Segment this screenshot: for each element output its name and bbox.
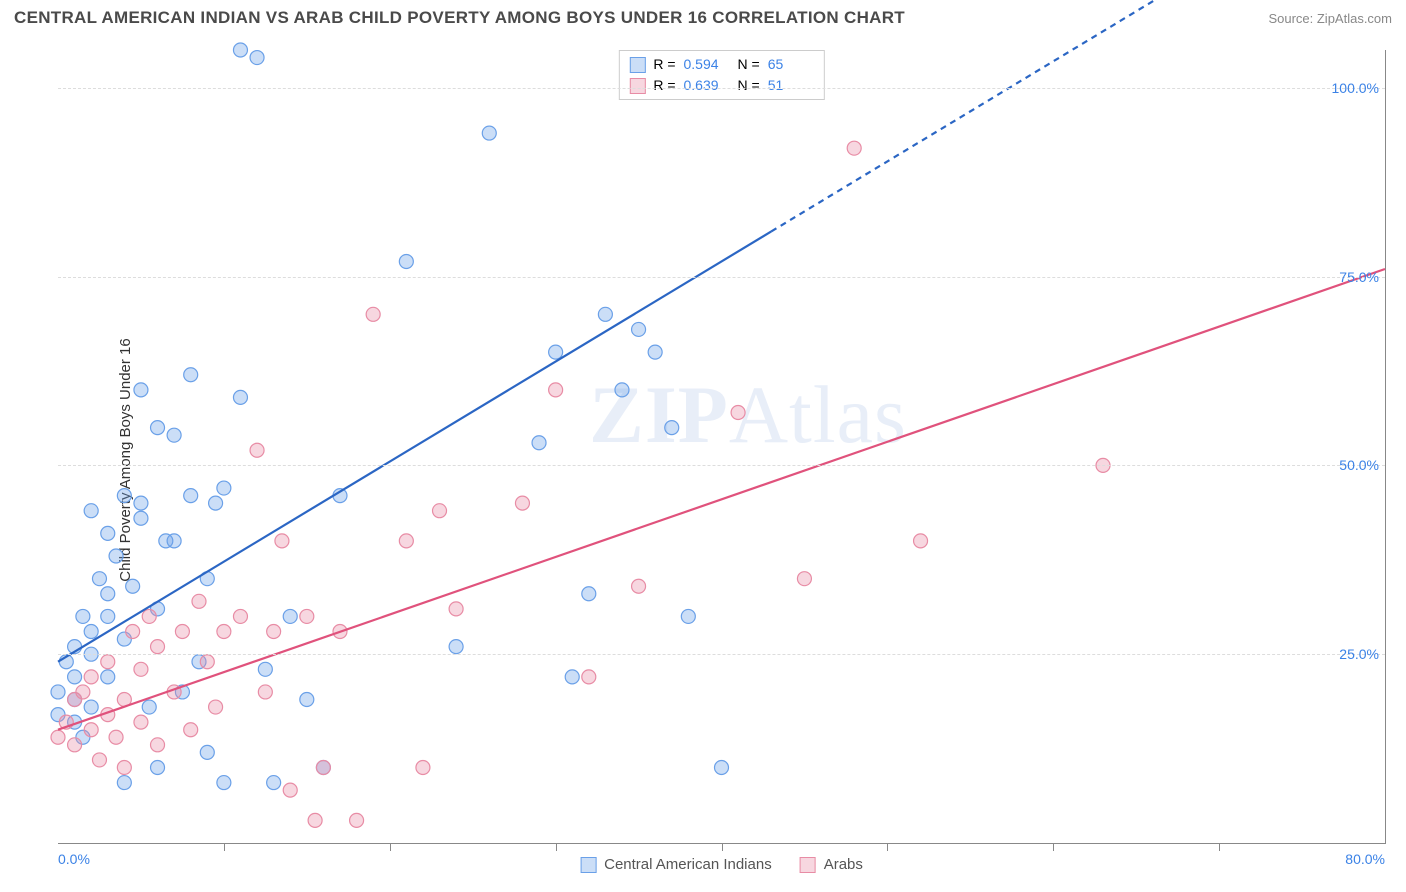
legend-swatch bbox=[629, 78, 645, 94]
gridline bbox=[58, 88, 1385, 89]
legend-swatch bbox=[800, 857, 816, 873]
y-tick-label: 75.0% bbox=[1339, 269, 1379, 285]
x-tick bbox=[722, 843, 723, 851]
plot-region: ZIPAtlas R =0.594N =65R =0.639N =51 0.0%… bbox=[58, 50, 1386, 844]
x-axis-max-label: 80.0% bbox=[1345, 851, 1385, 867]
trend-layer bbox=[58, 50, 1385, 843]
y-tick-label: 50.0% bbox=[1339, 457, 1379, 473]
stats-legend-box: R = 0.594 N = 65 R = 0.639 N = 51 bbox=[618, 50, 824, 100]
r-label: R = bbox=[653, 75, 675, 96]
gridline bbox=[58, 465, 1385, 466]
legend-label: Central American Indians bbox=[604, 856, 772, 873]
gridline bbox=[58, 654, 1385, 655]
chart-source: Source: ZipAtlas.com bbox=[1268, 11, 1392, 26]
chart-title: CENTRAL AMERICAN INDIAN VS ARAB CHILD PO… bbox=[14, 8, 905, 28]
source-prefix: Source: bbox=[1268, 11, 1316, 26]
x-tick bbox=[887, 843, 888, 851]
r-label: R = bbox=[653, 54, 675, 75]
n-value: 65 bbox=[768, 54, 814, 75]
series-legend: Central American Indians Arabs bbox=[580, 856, 863, 873]
r-value: 0.594 bbox=[684, 54, 730, 75]
r-value: 0.639 bbox=[684, 75, 730, 96]
x-tick bbox=[390, 843, 391, 851]
chart-area: Child Poverty Among Boys Under 16 ZIPAtl… bbox=[14, 40, 1392, 880]
legend-swatch bbox=[580, 857, 596, 873]
n-label: N = bbox=[738, 75, 760, 96]
trend-line-extrapolated bbox=[771, 0, 1385, 231]
legend-item: Central American Indians bbox=[580, 856, 772, 873]
x-tick bbox=[224, 843, 225, 851]
legend-label: Arabs bbox=[824, 856, 863, 873]
source-name: ZipAtlas.com bbox=[1317, 11, 1392, 26]
n-value: 51 bbox=[768, 75, 814, 96]
stats-row: R = 0.639 N = 51 bbox=[629, 75, 813, 96]
x-tick bbox=[556, 843, 557, 851]
x-tick bbox=[1053, 843, 1054, 851]
y-tick-label: 25.0% bbox=[1339, 646, 1379, 662]
stats-row: R = 0.594 N = 65 bbox=[629, 54, 813, 75]
n-label: N = bbox=[738, 54, 760, 75]
trend-line bbox=[58, 269, 1385, 730]
y-tick-label: 100.0% bbox=[1332, 80, 1379, 96]
legend-swatch bbox=[629, 57, 645, 73]
x-tick bbox=[1219, 843, 1220, 851]
x-axis-min-label: 0.0% bbox=[58, 851, 90, 867]
gridline bbox=[58, 277, 1385, 278]
legend-item: Arabs bbox=[800, 856, 863, 873]
trend-line bbox=[58, 231, 771, 661]
